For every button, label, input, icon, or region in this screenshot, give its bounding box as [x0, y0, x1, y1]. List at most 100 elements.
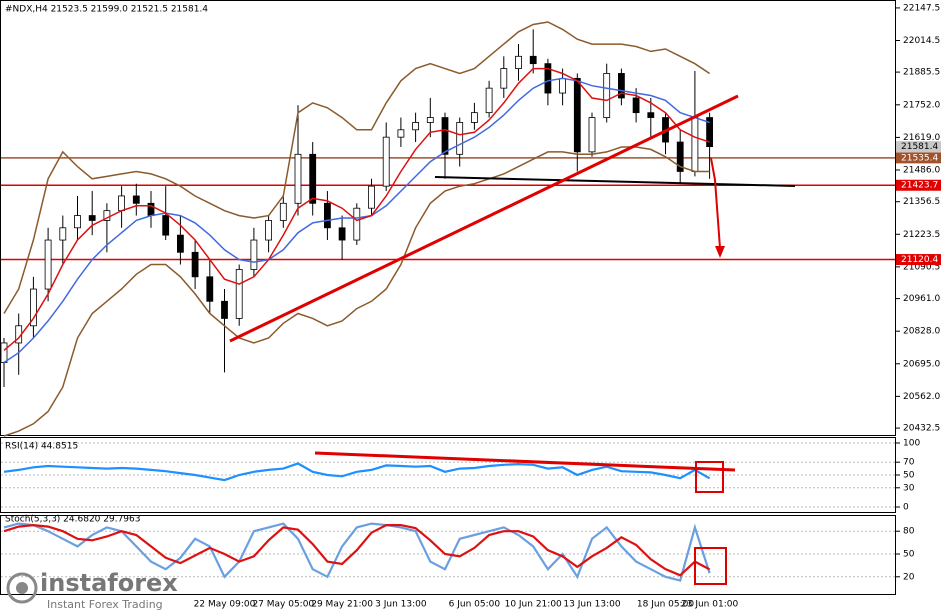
arrow-head [715, 246, 725, 258]
indicator-line [3, 523, 711, 577]
candle-body [573, 77, 581, 153]
y-tick-label: 21223.5 [903, 230, 940, 240]
arrow [710, 157, 721, 249]
y-tick-label: 20828.0 [903, 327, 940, 337]
candle-body [59, 227, 67, 241]
price-tag [896, 152, 941, 164]
x-tick-label: 22 May 09:00 [194, 600, 256, 610]
panel-title: #NDX,H4 21523.5 21599.0 21521.5 21581.4 [5, 5, 208, 15]
neckline [434, 176, 796, 187]
y-tick-label: 21752.0 [903, 100, 940, 110]
y-tick-label: 100 [903, 439, 920, 449]
candle-body [118, 195, 125, 212]
candle-body [323, 202, 331, 229]
logo-text: instaforex [40, 569, 178, 597]
frames [0, 0, 896, 595]
rsi-box [695, 461, 724, 493]
candle-body [485, 87, 493, 114]
x-tick-label: 29 May 21:00 [311, 600, 373, 610]
y-tick-label: 30 [903, 483, 915, 493]
candle-body [206, 276, 214, 302]
rsi-trendline [314, 451, 736, 472]
main-panel [0, 0, 896, 436]
stoch-panel [0, 515, 896, 595]
candle-body [456, 122, 464, 155]
x-tick-label: 23 Jun 01:00 [681, 600, 738, 610]
candle-body [500, 68, 508, 89]
candle-body [235, 269, 243, 319]
y-tick-label: 0 [903, 503, 909, 513]
candle-body [265, 220, 273, 241]
candle-body [191, 251, 199, 278]
candle-body [221, 300, 228, 319]
rsi-panel [0, 437, 896, 513]
logo-tagline: Instant Forex Trading [47, 598, 163, 611]
candle-body [309, 153, 317, 204]
logo: instaforex Instant Forex Trading [6, 569, 178, 611]
candle-body [29, 288, 37, 327]
y-tick-label: 21090.5 [903, 262, 940, 272]
candle-body [368, 185, 375, 209]
y-tick-label: 20695.0 [903, 359, 940, 369]
candle-body [88, 215, 96, 221]
x-tick-label: 13 Jun 13:00 [563, 600, 620, 610]
candle-body [74, 215, 81, 229]
price-tag [896, 179, 941, 191]
indicator-line [3, 146, 710, 437]
candle-body [132, 195, 140, 204]
indicator-line [3, 462, 711, 482]
candle-body [279, 202, 287, 221]
candle-body [250, 239, 258, 270]
candle-body [632, 97, 640, 114]
y-tick-label: 22014.5 [903, 36, 940, 46]
candle-body [515, 55, 522, 69]
candle-body [676, 141, 684, 172]
candle-body [397, 129, 405, 138]
candle-body [559, 77, 566, 94]
y-tick-label: 50 [903, 550, 915, 560]
annotations [229, 94, 796, 585]
candle-body [544, 63, 552, 94]
indicator-line [3, 21, 711, 314]
candle-body [294, 153, 302, 204]
price-tag-label: 21120.4 [901, 255, 938, 265]
candle-body [412, 122, 420, 131]
candle-body [706, 117, 713, 148]
indicator-line [3, 67, 710, 351]
candle-body [0, 342, 8, 363]
candle-body [338, 227, 346, 241]
candle-body [176, 234, 184, 253]
price-tag-label: 21423.7 [901, 181, 938, 191]
candle-body [529, 55, 537, 65]
panel-title: Stoch(5,3,3) 24.6820 29.7963 [5, 515, 140, 525]
candle-body [588, 117, 596, 153]
x-tick-label: 3 Jun 13:00 [375, 600, 427, 610]
x-tick-label: 10 Jun 21:00 [505, 600, 562, 610]
y-tick-label: 20562.0 [903, 392, 940, 402]
candle-body [603, 73, 611, 118]
y-tick-label: 70 [903, 458, 915, 468]
candle-body [647, 112, 655, 118]
trendline [229, 94, 739, 343]
candle-body [618, 73, 625, 99]
x-tick-label: 6 Jun 05:00 [449, 600, 501, 610]
price-tag-label: 21581.4 [901, 142, 938, 152]
y-tick-label: 80 [903, 527, 915, 537]
y-tick-label: 21619.0 [903, 133, 940, 143]
y-tick-label: 20 [903, 572, 915, 582]
logo-icon-core [16, 582, 28, 594]
plot: 22147.5 22014.5 21885.5 21752.0 21619.0 21486… [0, 3, 941, 610]
y-tick-label: 50 [903, 471, 915, 481]
candle-body [103, 210, 111, 221]
candle-body [441, 117, 449, 155]
candle-body [470, 112, 478, 123]
y-tick-label: 20961.0 [903, 294, 940, 304]
candle-body [691, 117, 699, 172]
panel-title: RSI(14) 44.8515 [5, 442, 78, 452]
stoch-box [694, 547, 727, 585]
y-tick-label: 21885.5 [903, 68, 940, 78]
price-tag [896, 254, 941, 266]
candle-body [353, 207, 361, 241]
indicator-line [3, 77, 710, 364]
logo-icon [6, 572, 38, 604]
